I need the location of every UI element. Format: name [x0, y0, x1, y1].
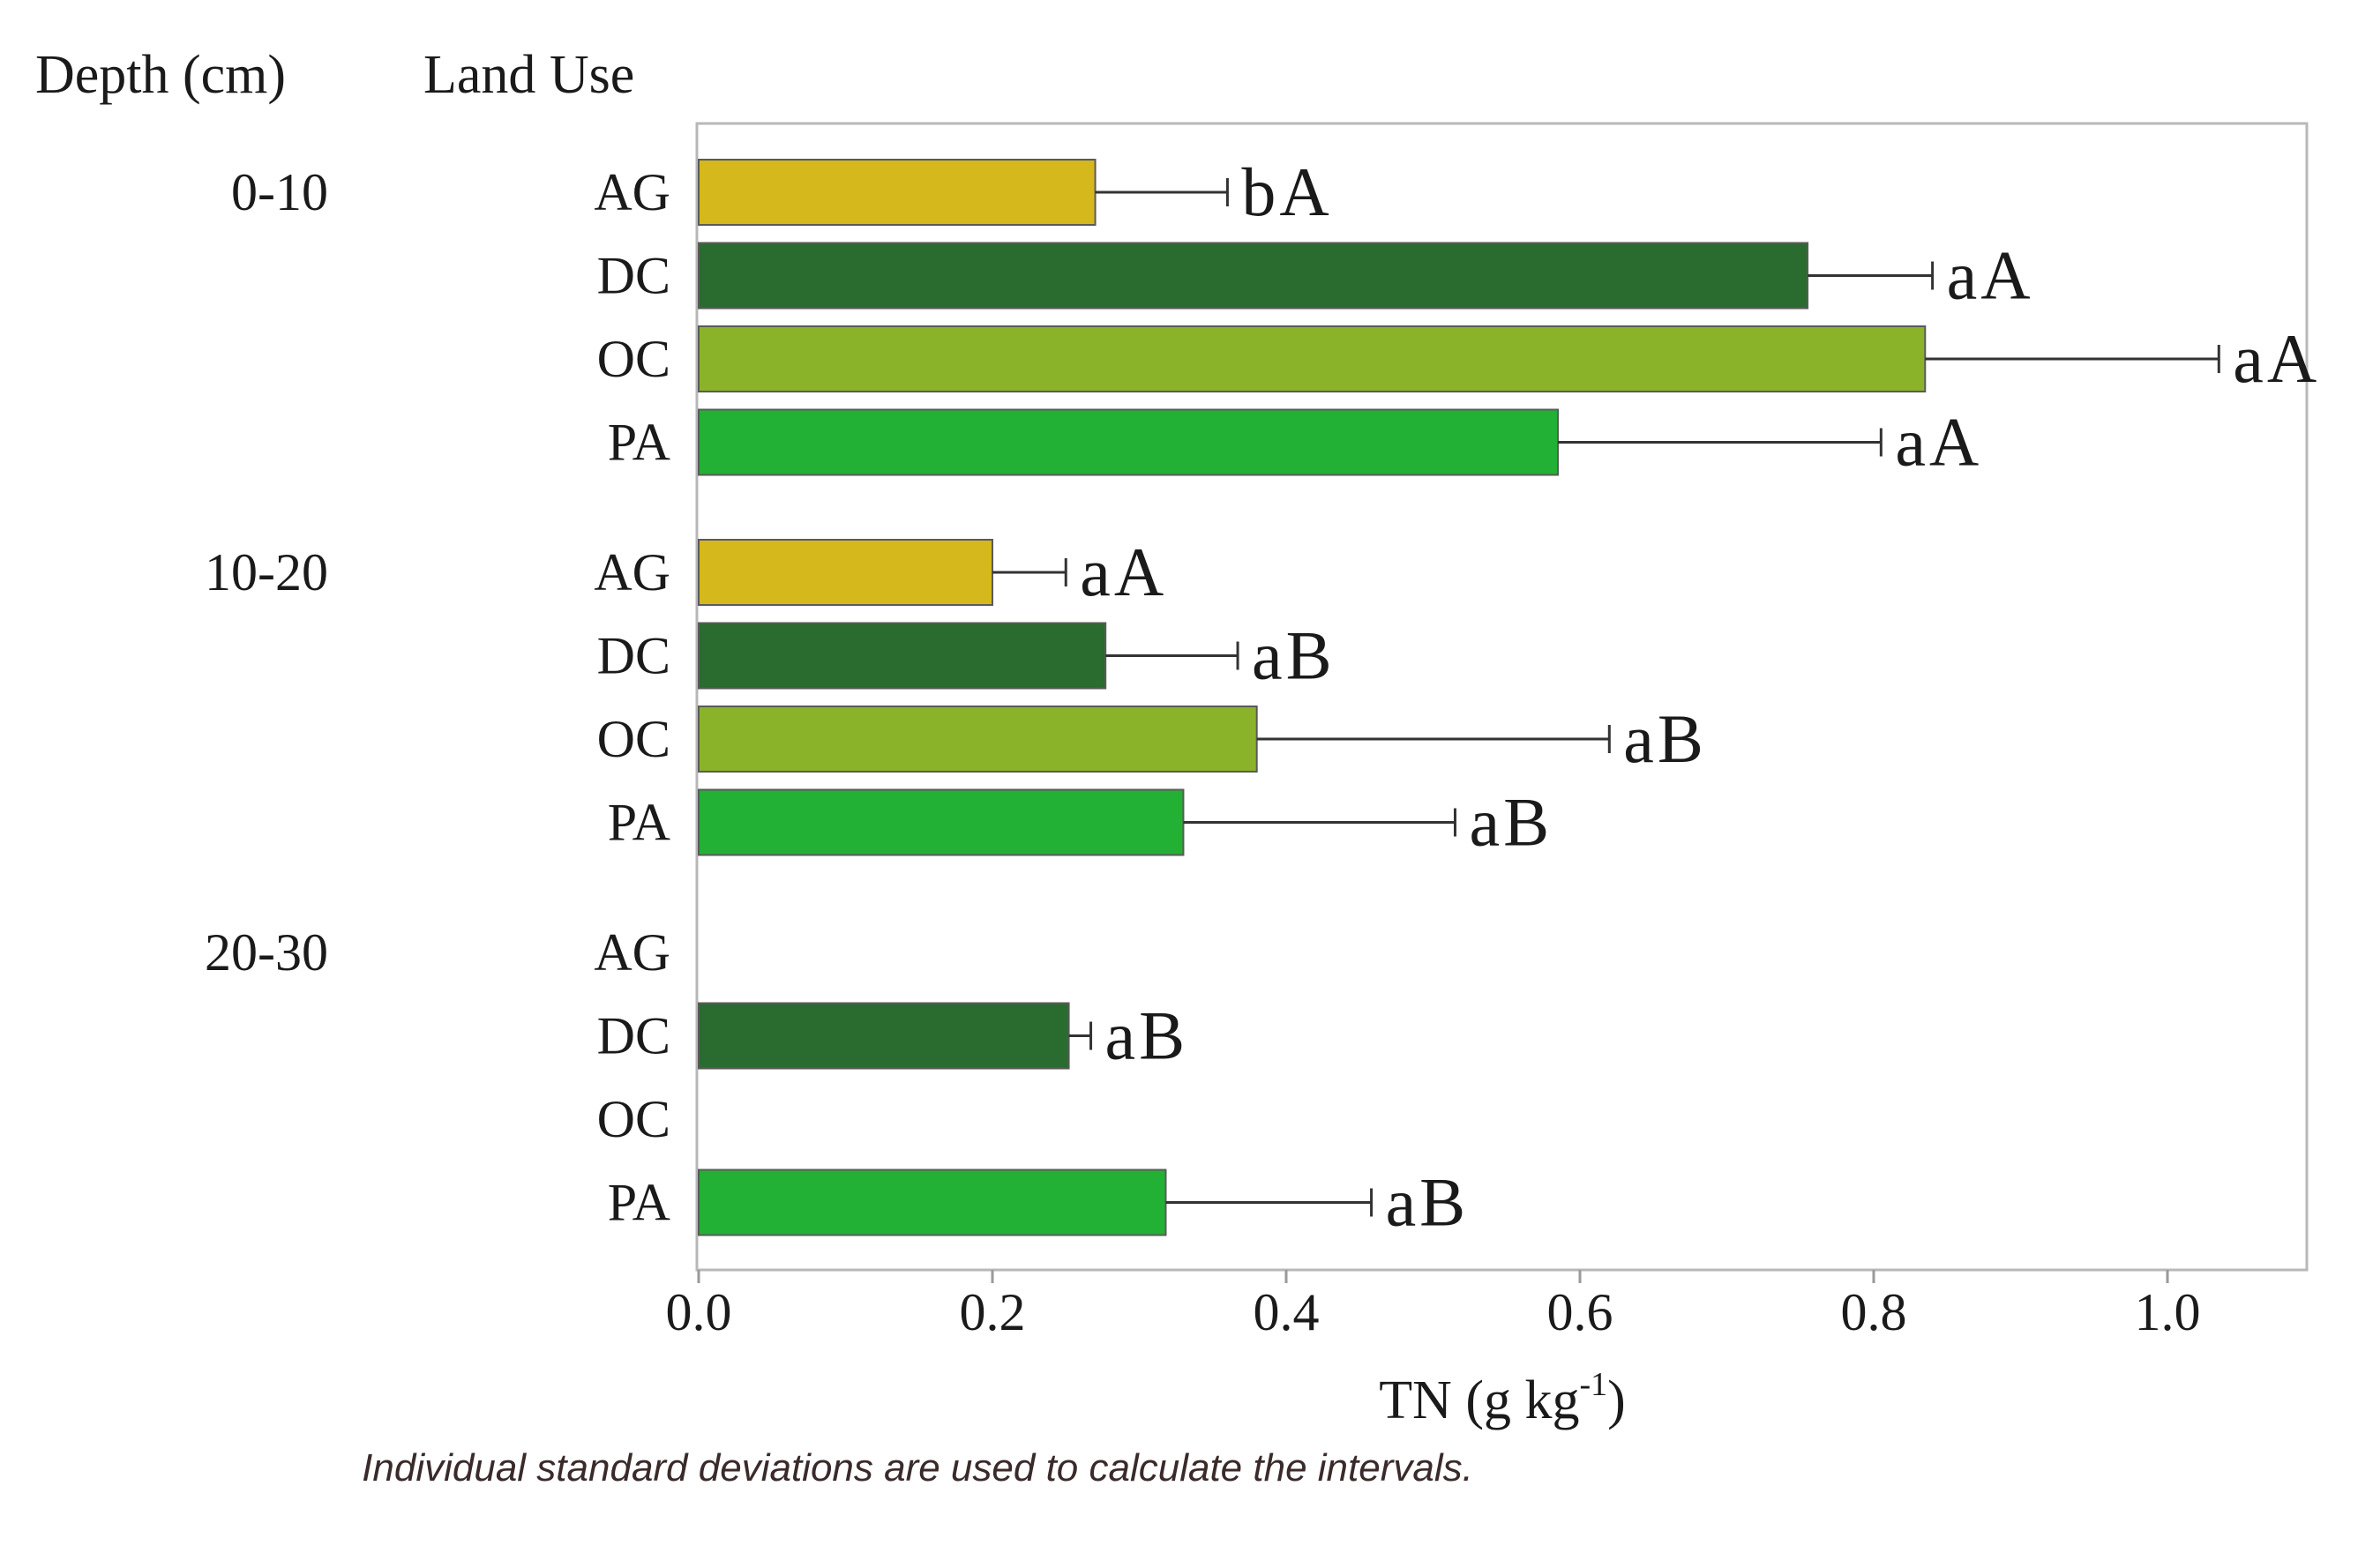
significance-label-0-10-pa: aA [1895, 404, 1982, 481]
bar-0-10-oc [698, 325, 1927, 392]
depth-label-20-30: 20-30 [205, 923, 328, 982]
category-labels-layer: 0-10 AG DC OC PA 10-20 AG DC OC PA 20-30 AG DC OC PA [205, 163, 670, 1232]
bar-10-20-pa [698, 788, 1185, 856]
land-use-label-oc: OC [597, 330, 670, 388]
land-use-label-oc: OC [597, 1090, 670, 1148]
depth-label-10-20: 10-20 [205, 543, 328, 601]
bar-10-20-dc [698, 622, 1107, 690]
significance-label-20-30-dc: aB [1105, 997, 1189, 1074]
land-use-label-ag: AG [594, 163, 670, 221]
land-use-label-oc: OC [597, 710, 670, 768]
x-tick-label: 0.0 [666, 1283, 732, 1341]
significance-label-0-10-ag: bA [1241, 153, 1332, 230]
significance-label-0-10-oc: aA [2233, 320, 2320, 397]
land-use-label-dc: DC [597, 247, 670, 305]
depth-label-0-10: 0-10 [231, 163, 328, 221]
x-tick-label: 1.0 [2135, 1283, 2201, 1341]
bar-10-20-ag [698, 539, 993, 606]
plot-area-frame [695, 122, 2309, 1272]
figure-caption: Individual standard deviations are used … [362, 1446, 1473, 1490]
x-axis-title-superscript: -1 [1579, 1366, 1607, 1403]
bar-20-30-pa [698, 1169, 1167, 1236]
land-use-label-pa: PA [608, 794, 670, 852]
significance-label-10-20-dc: aB [1252, 617, 1336, 694]
land-use-label-dc: DC [597, 627, 670, 685]
header-depth: Depth (cm) [35, 45, 286, 105]
land-use-label-dc: DC [597, 1007, 670, 1065]
x-tick-label: 0.8 [1841, 1283, 1907, 1341]
land-use-label-ag: AG [594, 923, 670, 982]
bar-10-20-oc [698, 706, 1258, 773]
significance-label-10-20-pa: aB [1469, 784, 1553, 861]
significance-label-10-20-ag: aA [1080, 534, 1167, 610]
land-use-label-ag: AG [594, 543, 670, 601]
bar-0-10-pa [698, 408, 1560, 476]
land-use-label-pa: PA [608, 414, 670, 472]
x-tick-label: 0.2 [960, 1283, 1026, 1341]
bar-20-30-dc [698, 1002, 1070, 1070]
x-tick-label: 0.6 [1547, 1283, 1613, 1341]
x-axis-ticks: 0.0 0.2 0.4 0.6 0.8 1.0 [666, 1270, 2201, 1341]
x-axis-title-close: ) [1607, 1370, 1626, 1430]
bar-0-10-ag [698, 159, 1097, 226]
bars-layer: bA aA aA aA aA aB aB aB aB aB [698, 153, 2320, 1241]
x-tick-label: 0.4 [1254, 1283, 1320, 1341]
land-use-label-pa: PA [608, 1174, 670, 1232]
x-axis-title-main: TN (g kg [1379, 1370, 1579, 1430]
significance-label-0-10-dc: aA [1947, 237, 2034, 314]
bar-0-10-dc [698, 242, 1809, 310]
x-axis-title: TN (g kg-1) [1379, 1366, 1626, 1430]
significance-label-10-20-oc: aB [1623, 700, 1707, 777]
significance-label-20-30-pa: aB [1386, 1164, 1470, 1241]
header-land-use: Land Use [423, 45, 634, 105]
